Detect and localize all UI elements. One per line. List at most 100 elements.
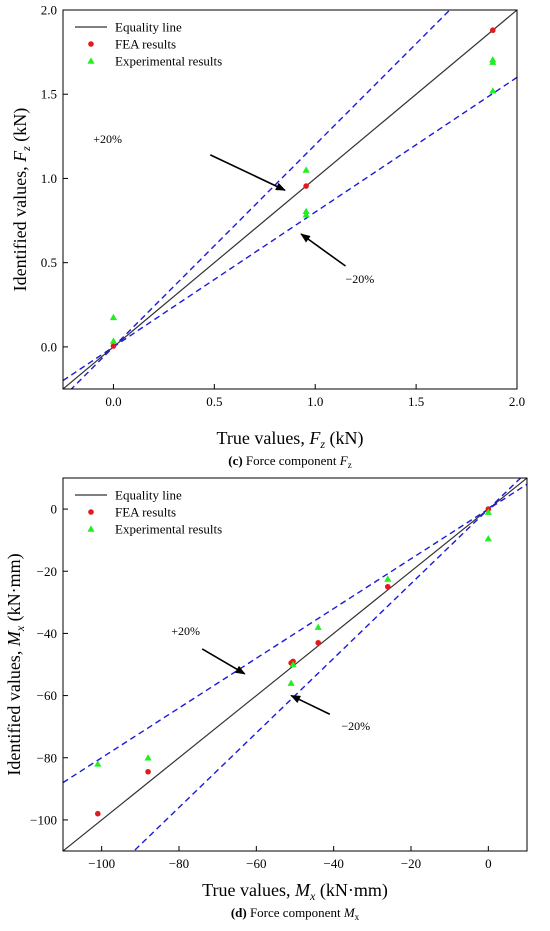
y-tick-label: 0.5 — [41, 255, 57, 270]
fea-point — [315, 639, 322, 646]
x-tick-label: 1.5 — [408, 394, 424, 409]
experimental-point — [384, 575, 392, 582]
minus-20-percent-line — [132, 478, 522, 851]
y-tick-label: 0.0 — [41, 339, 57, 354]
caption-symbol: M — [343, 905, 356, 920]
y-axis-label-unit: (kN·mm) — [4, 553, 25, 625]
annotation-label-plus: +20% — [171, 624, 200, 638]
legend-label-fea: FEA results — [115, 505, 176, 520]
x-tick-label: 0 — [485, 856, 492, 871]
annotation-arrow-plus — [201, 648, 246, 675]
x-axis-label-unit: (kN) — [325, 428, 364, 449]
y-tick-label: −40 — [37, 626, 57, 641]
plot-area — [63, 10, 517, 389]
y-axis-label-symbol: F — [10, 150, 30, 163]
annotation-label-minus: −20% — [345, 272, 374, 286]
annotation-label-minus: −20% — [341, 719, 370, 733]
minus-20-percent-line — [63, 76, 517, 382]
caption-text: Force component — [247, 905, 344, 920]
caption-subscript: x — [355, 912, 360, 922]
plot-frame — [62, 9, 518, 390]
x-tick-label: −20 — [401, 856, 421, 871]
x-axis-label-prefix: True values, — [202, 880, 295, 900]
fea-point — [95, 810, 101, 817]
y-axis-label-symbol: M — [4, 630, 24, 647]
y-tick-label: 1.0 — [41, 171, 57, 186]
legend-label-equality: Equality line — [115, 488, 182, 503]
y-tick-label: 2.0 — [41, 3, 57, 18]
x-tick-label: 2.0 — [509, 394, 525, 409]
x-tick-label: 1.0 — [307, 394, 323, 409]
caption-subscript: z — [348, 460, 352, 470]
legend: Equality line FEA results Experimental res… — [75, 20, 222, 69]
experimental-point — [302, 166, 310, 173]
experimental-point — [489, 58, 497, 65]
experimental-point — [144, 754, 152, 761]
fea-point — [489, 27, 496, 34]
y-tick-label: 1.5 — [41, 87, 57, 102]
x-tick-label: −40 — [323, 856, 343, 871]
y-tick-label: −60 — [37, 688, 57, 703]
panel-caption: (c) Force component Fz — [228, 453, 352, 470]
legend: Equality line FEA results Experimental res… — [75, 488, 222, 537]
legend-experimental-swatch — [87, 525, 95, 532]
x-axis-label-symbol: F — [308, 428, 321, 448]
x-axis-label-symbol: M — [294, 880, 311, 900]
y-axis-label-prefix: Identified values, — [10, 162, 30, 291]
fea-point — [145, 768, 151, 775]
y-tick-label: −100 — [30, 812, 57, 827]
legend-label-equality: Equality line — [115, 20, 182, 35]
caption-letter: (c) — [228, 453, 242, 468]
caption-letter: (d) — [231, 905, 247, 920]
experimental-point — [484, 535, 492, 542]
x-tick-label: 0.5 — [206, 394, 222, 409]
y-tick-label: −80 — [37, 750, 57, 765]
y-axis-label-unit: (kN) — [10, 108, 31, 147]
experimental-point — [109, 313, 118, 321]
y-axis-label-subscript: z — [19, 146, 33, 152]
y-tick-label: 0 — [51, 502, 58, 517]
x-tick-label: −100 — [88, 856, 115, 871]
annotation-arrow-minus — [290, 694, 331, 715]
y-axis-label: Identified values, Mx (kN·mm) — [4, 553, 27, 775]
x-axis-label: True values, Mx (kN·mm) — [202, 880, 388, 903]
caption-text: Force component — [243, 453, 340, 468]
x-tick-label: −80 — [169, 856, 189, 871]
x-axis-label-subscript: z — [319, 437, 325, 451]
x-axis-label-prefix: True values, — [216, 428, 309, 448]
experimental-point — [109, 337, 118, 344]
y-axis-label-prefix: Identified values, — [4, 646, 24, 775]
annotation-label-plus: +20% — [93, 132, 122, 146]
experimental-point — [302, 207, 310, 214]
fea-point — [385, 583, 391, 590]
fea-point — [110, 343, 117, 349]
equality-line — [63, 10, 517, 389]
experimental-point — [287, 679, 295, 686]
legend-label-experimental: Experimental results — [115, 522, 222, 537]
x-axis-label-subscript: x — [309, 889, 316, 903]
x-tick-label: −60 — [246, 856, 266, 871]
legend-fea-swatch — [88, 41, 94, 47]
annotation-arrow-minus — [300, 233, 346, 267]
experimental-point — [94, 760, 102, 767]
y-tick-label: −20 — [37, 564, 57, 579]
plus-20-percent-line — [63, 483, 527, 784]
plot-frame — [62, 477, 528, 852]
plot-area — [63, 478, 527, 851]
x-axis-label-unit: (kN·mm) — [315, 880, 387, 901]
y-axis-label: Identified values, Fz (kN) — [10, 108, 33, 292]
caption-symbol: F — [339, 453, 349, 468]
plus-20-percent-line — [70, 10, 451, 389]
panel-caption: (d) Force component Mx — [231, 905, 360, 922]
fea-point — [303, 183, 309, 189]
y-axis-label-subscript: x — [13, 625, 27, 632]
experimental-point — [484, 508, 492, 515]
legend-label-experimental: Experimental results — [115, 54, 222, 69]
experimental-point — [289, 660, 297, 668]
experimental-point — [489, 87, 497, 94]
legend-fea-swatch — [88, 509, 94, 515]
legend-experimental-swatch — [87, 57, 95, 64]
chart-panel-c: 0.0 0.5 1.0 1.5 2.0 0.0 0.5 1.0 1.5 2.0 True value… — [10, 3, 525, 471]
experimental-point — [314, 623, 322, 630]
